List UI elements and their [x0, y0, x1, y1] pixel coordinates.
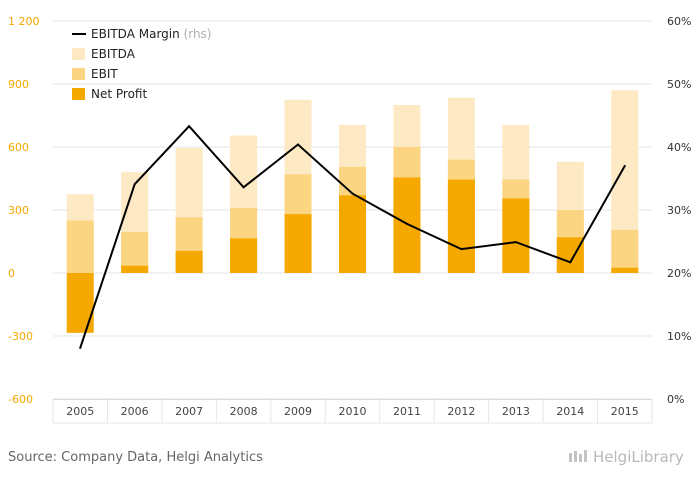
bar-net-profit-2009: [284, 214, 312, 273]
left-tick-label-6: 1 200: [8, 15, 40, 28]
left-tick-label-3: 300: [8, 204, 29, 217]
legend-item-ebitda-swatch: [72, 48, 85, 60]
margin-point-2005: [79, 346, 82, 349]
bar-net-profit-2015: [611, 267, 639, 273]
x-tick-label-2006: 2006: [121, 405, 149, 418]
bar-net-profit-2007: [175, 250, 203, 273]
x-tick-label-2013: 2013: [502, 405, 530, 418]
legend-item-ebit-swatch: [72, 68, 85, 80]
legend-item-ebitda-margin-suffix: (rhs): [180, 27, 212, 41]
helgi-library-logo[interactable]: HelgiLibrary: [568, 448, 684, 466]
legend-item-net-profit-label: Net Profit: [91, 87, 147, 101]
margin-point-2010: [351, 192, 354, 195]
margin-point-2009: [297, 143, 300, 146]
x-tick-label-2009: 2009: [284, 405, 312, 418]
left-tick-label-1: -300: [8, 330, 33, 343]
bars: [66, 90, 639, 333]
library-building-icon: [569, 450, 587, 462]
margin-line: [79, 124, 626, 349]
bar-net-profit-2014: [556, 237, 584, 273]
x-tick-label-2014: 2014: [556, 405, 584, 418]
legend-item-ebitda-label: EBITDA: [91, 47, 136, 61]
left-tick-label-4: 600: [8, 141, 29, 154]
margin-point-2015: [623, 164, 626, 167]
margin-point-2014: [569, 261, 572, 264]
bar-ebit-2005: [66, 220, 94, 273]
bar-net-profit-2013: [502, 198, 530, 273]
x-tick-label-2015: 2015: [611, 405, 639, 418]
axes: -600 -300 0 300 600 900 1 200 0% 10% 20% 30% 40% 50%…: [8, 15, 691, 418]
left-tick-label-0: -600: [8, 393, 33, 406]
right-tick-label-5: 50%: [667, 78, 691, 91]
bar-net-profit-2006: [121, 265, 149, 273]
right-tick-label-6: 60%: [667, 15, 691, 28]
x-tick-label-2008: 2008: [230, 405, 258, 418]
bar-net-profit-2010: [339, 195, 366, 273]
x-tick-label-2012: 2012: [447, 405, 475, 418]
bar-net-profit-2005: [66, 273, 94, 333]
right-tick-label-4: 40%: [667, 141, 691, 154]
legend-item-ebit-label: EBIT: [91, 67, 118, 81]
source-note: Source: Company Data, Helgi Analytics: [8, 450, 263, 465]
bar-ebit-2015: [611, 229, 639, 273]
bar-net-profit-2008: [230, 238, 258, 273]
legend-item-ebitda-margin-label: EBITDA Margin (rhs): [91, 27, 212, 41]
right-tick-label-2: 20%: [667, 267, 691, 280]
margin-point-2011: [405, 222, 408, 225]
left-tick-label-2: 0: [8, 267, 15, 280]
x-tick-label-2010: 2010: [339, 405, 367, 418]
margin-point-2007: [188, 125, 191, 128]
right-tick-label-1: 10%: [667, 330, 691, 343]
left-tick-label-5: 900: [8, 78, 29, 91]
margin-point-2006: [133, 183, 136, 186]
margin-point-2008: [242, 186, 245, 189]
logo-text: HelgiLibrary: [593, 448, 684, 466]
margin-point-2013: [514, 241, 517, 244]
x-tick-label-2007: 2007: [175, 405, 203, 418]
legend: EBITDA Margin (rhs) EBITDA EBIT Net Profit: [72, 27, 212, 101]
right-tick-label-3: 30%: [667, 204, 691, 217]
bar-net-profit-2012: [447, 179, 475, 273]
x-tick-label-2005: 2005: [66, 405, 94, 418]
bar-net-profit-2011: [393, 177, 421, 273]
legend-item-net-profit-swatch: [72, 88, 85, 100]
x-tick-label-2011: 2011: [393, 405, 421, 418]
margin-point-2012: [460, 248, 463, 251]
right-tick-label-0: 0%: [667, 393, 684, 406]
